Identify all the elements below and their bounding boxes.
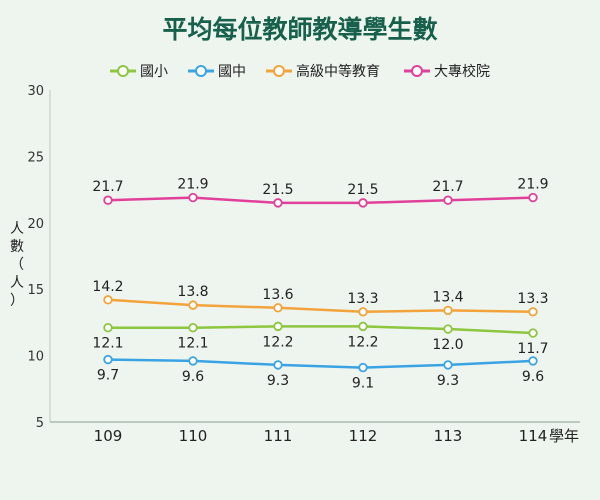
x-tick-label: 112 xyxy=(349,427,378,445)
data-point xyxy=(273,321,283,332)
data-label: 21.5 xyxy=(262,182,293,198)
data-label: 12.2 xyxy=(262,334,293,350)
x-axis-unit-label: 學年 xyxy=(549,427,579,445)
data-label: 21.9 xyxy=(517,177,548,193)
legend-label: 國中 xyxy=(218,64,246,80)
chart-title: 平均每位教師教導學生數 xyxy=(162,15,437,44)
data-point xyxy=(358,321,368,332)
data-point xyxy=(358,362,368,373)
data-label: 12.1 xyxy=(92,336,123,352)
data-point xyxy=(188,192,198,203)
data-point xyxy=(528,328,538,338)
data-point xyxy=(358,198,368,208)
data-point xyxy=(443,360,453,370)
series-line xyxy=(108,325,534,335)
data-label: 9.3 xyxy=(267,373,289,389)
series-line xyxy=(107,298,534,314)
data-point xyxy=(273,198,283,208)
data-label: 9.1 xyxy=(352,376,374,392)
data-label: 21.9 xyxy=(177,177,208,193)
legend-item-3: 大專校院 xyxy=(404,63,490,80)
y-tick-label: 20 xyxy=(27,217,44,232)
data-point xyxy=(273,303,283,313)
data-label: 21.7 xyxy=(432,179,463,195)
y-tick-label: 30 xyxy=(27,84,44,99)
data-label: 21.5 xyxy=(347,182,378,198)
data-label: 9.6 xyxy=(182,369,204,385)
x-tick-label: 113 xyxy=(434,427,463,445)
series-2: 14.2 13.8 13.6 13.3 13.4 13.3 xyxy=(92,279,549,317)
x-tick-label: 109 xyxy=(94,427,123,445)
data-point xyxy=(443,305,453,316)
data-label: 13.6 xyxy=(262,287,293,303)
data-point xyxy=(103,323,113,333)
series-3: 21.7 21.9 21.5 21.5 21.7 21.9 xyxy=(92,177,549,208)
data-label: 13.3 xyxy=(347,291,378,307)
data-point xyxy=(358,307,368,317)
legend-marker xyxy=(195,65,207,77)
data-label: 9.7 xyxy=(97,368,119,384)
legend: 國小 國中 高級中等教育 大專校院 xyxy=(110,63,490,80)
legend-label: 大專校院 xyxy=(434,63,490,80)
series-layer: 12.1 12.1 12.2 12.2 12.0 11.79.7 9.6 9.3 9.1 9.3 9… xyxy=(92,177,548,392)
data-point xyxy=(103,195,113,205)
data-point xyxy=(188,356,198,366)
data-label: 9.6 xyxy=(522,369,544,385)
x-tick-label: 110 xyxy=(179,427,208,445)
legend-label: 高級中等教育 xyxy=(296,63,380,80)
svg-text:人數（人）: 人數（人） xyxy=(10,221,24,309)
y-tick-label: 10 xyxy=(27,350,44,365)
data-label: 13.4 xyxy=(432,289,463,305)
series-1: 9.7 9.6 9.3 9.1 9.3 9.6 xyxy=(97,354,544,392)
y-tick-label: 15 xyxy=(27,283,44,298)
series-line xyxy=(107,196,534,205)
data-label: 9.3 xyxy=(437,373,459,389)
legend-label: 國小 xyxy=(140,64,168,80)
legend-item-0: 國小 xyxy=(110,64,168,80)
y-tick-label: 25 xyxy=(27,150,44,165)
data-point xyxy=(443,324,453,334)
data-label: 11.7 xyxy=(517,341,548,357)
data-point xyxy=(103,295,113,305)
series-line xyxy=(107,358,534,369)
data-label: 13.3 xyxy=(517,291,548,307)
data-label: 21.7 xyxy=(92,179,123,195)
legend-marker xyxy=(411,65,423,77)
data-label: 12.1 xyxy=(177,336,208,352)
y-tick-label: 5 xyxy=(36,416,44,431)
legend-item-1: 國中 xyxy=(188,64,246,80)
data-point xyxy=(443,195,453,205)
data-label: 13.8 xyxy=(177,284,208,300)
data-label: 14.2 xyxy=(92,279,123,295)
x-tick-label: 111 xyxy=(264,427,293,445)
legend-marker xyxy=(117,65,129,77)
data-label: 12.2 xyxy=(347,334,378,350)
data-label: 12.0 xyxy=(432,337,463,353)
x-tick-label: 114 xyxy=(519,427,548,445)
series-0: 12.1 12.1 12.2 12.2 12.0 11.7 xyxy=(92,321,549,357)
data-point xyxy=(188,323,198,333)
data-point xyxy=(103,354,113,365)
data-point xyxy=(528,356,538,366)
y-axis-label: 人數（人） xyxy=(10,221,24,309)
data-point xyxy=(188,300,198,310)
legend-marker xyxy=(273,65,285,77)
data-point xyxy=(273,360,283,370)
data-point xyxy=(528,307,538,317)
data-point xyxy=(528,192,538,203)
axes: 5 10 15 20 25 30 109 110 111 112 113 114 學年 人數（人） xyxy=(10,84,580,445)
legend-item-2: 高級中等教育 xyxy=(266,63,380,80)
